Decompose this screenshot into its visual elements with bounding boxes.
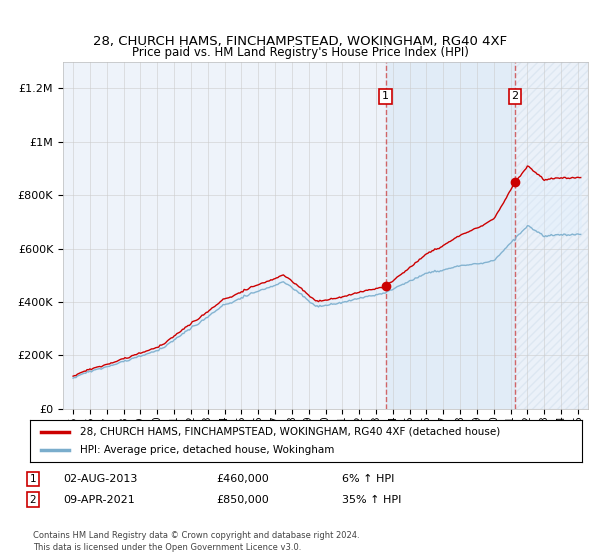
Text: 09-APR-2021: 09-APR-2021 <box>63 494 135 505</box>
Text: 2: 2 <box>512 91 519 101</box>
Text: Contains HM Land Registry data © Crown copyright and database right 2024.
This d: Contains HM Land Registry data © Crown c… <box>33 531 359 552</box>
Text: £850,000: £850,000 <box>216 494 269 505</box>
Text: 35% ↑ HPI: 35% ↑ HPI <box>342 494 401 505</box>
Bar <box>515 62 588 409</box>
Text: 02-AUG-2013: 02-AUG-2013 <box>63 474 137 484</box>
Bar <box>386 62 515 409</box>
Text: Price paid vs. HM Land Registry's House Price Index (HPI): Price paid vs. HM Land Registry's House … <box>131 46 469 59</box>
Text: 6% ↑ HPI: 6% ↑ HPI <box>342 474 394 484</box>
Text: 2: 2 <box>29 494 37 505</box>
Text: 1: 1 <box>29 474 37 484</box>
Text: 1: 1 <box>382 91 389 101</box>
Text: HPI: Average price, detached house, Wokingham: HPI: Average price, detached house, Woki… <box>80 445 334 455</box>
Text: £460,000: £460,000 <box>216 474 269 484</box>
Text: 28, CHURCH HAMS, FINCHAMPSTEAD, WOKINGHAM, RG40 4XF: 28, CHURCH HAMS, FINCHAMPSTEAD, WOKINGHA… <box>93 35 507 48</box>
Text: 28, CHURCH HAMS, FINCHAMPSTEAD, WOKINGHAM, RG40 4XF (detached house): 28, CHURCH HAMS, FINCHAMPSTEAD, WOKINGHA… <box>80 427 500 437</box>
